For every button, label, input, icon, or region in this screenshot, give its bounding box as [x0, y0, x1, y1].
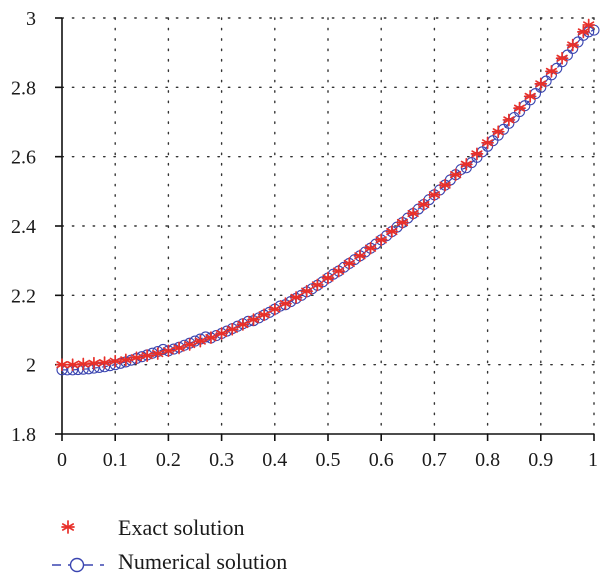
exact-point — [140, 349, 154, 363]
y-tick-label: 1.8 — [11, 424, 36, 446]
x-tick-label: 0 — [57, 449, 67, 471]
exact-point — [311, 278, 324, 292]
exact-point — [438, 178, 452, 192]
y-tick-label: 2 — [26, 355, 36, 377]
x-tick-label: 0.9 — [528, 449, 553, 471]
exact-point — [534, 77, 548, 91]
exact-point — [172, 341, 186, 355]
exact-point — [119, 353, 133, 367]
series-exact-solution — [55, 18, 596, 372]
exact-point — [87, 356, 101, 370]
exact-point — [406, 207, 420, 220]
exact-point — [257, 308, 271, 322]
exact-point — [385, 225, 399, 238]
exact-point — [193, 334, 207, 348]
exact-point — [374, 233, 388, 247]
x-tick-label: 0.3 — [209, 449, 234, 471]
legend: Exact solution Numerical solution — [52, 515, 287, 574]
exact-point — [268, 302, 282, 316]
y-tick-label: 3 — [26, 8, 36, 30]
legend-dashed-circle-marker-icon — [52, 557, 104, 573]
x-tick-label: 0.7 — [422, 449, 447, 471]
legend-label-exact: Exact solution — [118, 515, 244, 540]
exact-point — [582, 18, 596, 32]
exact-point — [204, 331, 218, 344]
y-tick-label: 2.8 — [11, 77, 36, 99]
exact-point — [247, 313, 260, 326]
legend-star-marker-icon — [61, 520, 75, 534]
exact-point — [66, 358, 79, 372]
exact-point — [396, 216, 409, 229]
legend-star — [61, 520, 75, 534]
exact-point — [162, 344, 175, 358]
exact-point — [417, 198, 431, 211]
x-tick-label: 0.2 — [156, 449, 181, 471]
exact-point — [353, 249, 367, 263]
exact-point — [183, 338, 197, 351]
exact-point — [236, 318, 250, 331]
x-tick-label: 0.5 — [316, 449, 341, 471]
exact-point — [459, 157, 473, 171]
exact-point — [513, 101, 526, 115]
exact-point — [470, 147, 484, 161]
exact-point — [98, 356, 111, 369]
legend-item-exact: Exact solution — [61, 515, 244, 540]
exact-point — [289, 291, 303, 304]
exact-point — [481, 136, 494, 150]
series-numerical-solution — [56, 24, 600, 376]
exact-point — [108, 354, 122, 368]
x-tick-label: 0.8 — [475, 449, 500, 471]
y-tick-label: 2.4 — [11, 216, 36, 238]
exact-point — [215, 327, 228, 340]
exact-point — [364, 241, 377, 255]
x-tick-label: 0.4 — [262, 449, 287, 471]
axes — [55, 17, 595, 441]
legend-item-numerical: Numerical solution — [52, 549, 287, 574]
y-tick-label: 2.2 — [11, 285, 36, 307]
x-tick-label: 0.6 — [369, 449, 394, 471]
legend-label-numerical: Numerical solution — [118, 549, 287, 574]
tick-labels: 0 0.1 0.2 0.3 0.4 0.5 0.6 0.7 0.8 0.9 1 1.8 2 2.2 2.4 2… — [11, 8, 598, 471]
exact-point — [491, 125, 505, 139]
exact-point — [76, 357, 90, 371]
x-tick-label: 1 — [588, 449, 598, 471]
exact-point — [545, 65, 558, 78]
grid — [61, 17, 595, 435]
exact-point — [55, 358, 69, 372]
exact-point — [342, 257, 356, 270]
y-tick-label: 2.6 — [11, 147, 36, 169]
exact-point — [332, 264, 345, 278]
exact-point — [566, 38, 580, 52]
exact-point — [300, 284, 314, 298]
exact-point — [502, 113, 516, 127]
x-tick-label: 0.1 — [103, 449, 128, 471]
exact-point — [130, 351, 143, 365]
exact-point — [449, 168, 463, 182]
exact-point — [523, 89, 537, 103]
exact-point — [428, 188, 441, 202]
exact-point — [321, 271, 335, 285]
exact-point — [151, 347, 165, 360]
exact-point — [555, 51, 569, 65]
exact-point — [279, 297, 292, 311]
exact-point — [225, 322, 239, 336]
